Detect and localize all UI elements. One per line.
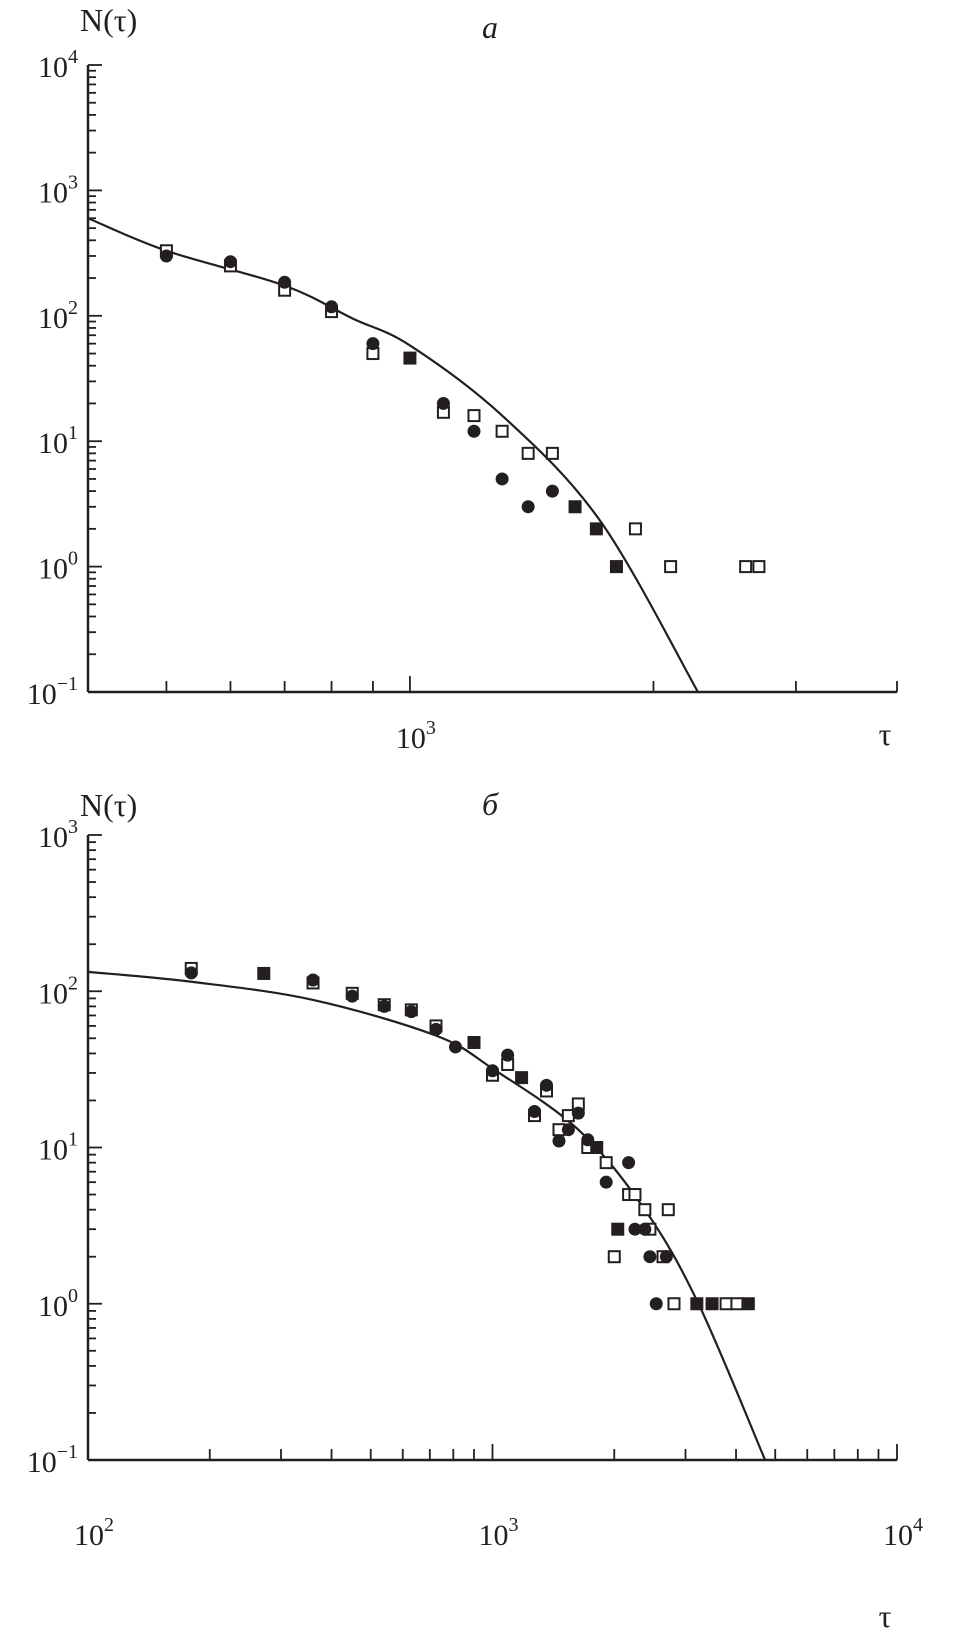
- panel-b: 103 102 101 100 10−1 102 103 104 τ б: [27, 786, 923, 1634]
- data-point-open-square: [545, 446, 559, 460]
- data-point-filled-square: [609, 560, 623, 574]
- data-point-filled-circle: [377, 999, 391, 1013]
- data-point-filled-circle: [495, 472, 509, 486]
- data-point-filled-circle: [159, 249, 173, 263]
- x-tick-label: 104: [883, 1514, 923, 1552]
- data-point-open-square: [521, 446, 535, 460]
- y-tick-label: 100: [38, 1285, 78, 1323]
- data-point-open-square: [664, 560, 678, 574]
- y-axis-label-panel-a: N(τ): [80, 2, 138, 38]
- data-point-filled-square: [515, 1071, 529, 1085]
- data-point-filled-circle: [404, 1005, 418, 1019]
- data-point-open-square: [628, 1188, 642, 1202]
- data-point-filled-circle: [436, 396, 450, 410]
- x-tick-label: 102: [74, 1514, 114, 1552]
- data-point-filled-circle: [306, 973, 320, 987]
- data-point-filled-square: [611, 1222, 625, 1236]
- y-tick-label: 102: [38, 972, 78, 1010]
- data-point-filled-square: [705, 1297, 719, 1311]
- data-point-open-square: [628, 522, 642, 536]
- data-point-filled-circle: [571, 1106, 585, 1120]
- data-point-filled-square: [467, 1035, 481, 1049]
- data-point-filled-circle: [223, 255, 237, 269]
- data-point-filled-circle: [643, 1250, 657, 1264]
- data-point-open-square: [661, 1203, 675, 1217]
- data-point-filled-circle: [649, 1297, 663, 1311]
- data-point-filled-circle: [659, 1250, 673, 1264]
- panel-label: a: [482, 9, 498, 45]
- data-point-filled-circle: [521, 500, 535, 514]
- data-point-filled-circle: [545, 484, 559, 498]
- data-point-open-square: [607, 1250, 621, 1264]
- data-point-open-square: [467, 409, 481, 423]
- data-point-open-square: [599, 1156, 613, 1170]
- x-tick-label: 103: [479, 1514, 519, 1552]
- data-point-filled-square: [568, 500, 582, 514]
- y-tick-label: 103: [38, 171, 78, 209]
- data-point-open-square: [719, 1297, 733, 1311]
- panel-label: б: [482, 786, 499, 822]
- data-point-filled-circle: [448, 1040, 462, 1054]
- data-point-open-square: [730, 1297, 744, 1311]
- data-point-open-square: [667, 1297, 681, 1311]
- data-point-filled-circle: [561, 1123, 575, 1137]
- x-tick-label: 103: [396, 717, 436, 755]
- y-tick-label: 104: [38, 46, 78, 84]
- y-tick-label: 10−1: [27, 1441, 78, 1479]
- data-point-filled-circle: [467, 424, 481, 438]
- data-point-filled-circle: [628, 1222, 642, 1236]
- data-point-filled-circle: [184, 966, 198, 980]
- data-point-filled-circle: [638, 1222, 652, 1236]
- data-point-open-square: [739, 560, 753, 574]
- data-point-filled-square: [690, 1297, 704, 1311]
- data-point-open-square: [752, 560, 766, 574]
- y-axis-label-panel-b: N(τ): [80, 787, 138, 823]
- data-point-filled-circle: [345, 989, 359, 1003]
- data-point-filled-circle: [540, 1078, 554, 1092]
- data-point-open-square: [638, 1203, 652, 1217]
- data-point-filled-square: [590, 1141, 604, 1154]
- data-point-filled-square: [403, 351, 417, 365]
- data-point-filled-circle: [325, 300, 339, 314]
- data-point-filled-circle: [622, 1156, 636, 1170]
- data-point-open-square: [495, 424, 509, 438]
- y-tick-label: 10−1: [27, 673, 78, 711]
- data-point-filled-circle: [527, 1104, 541, 1118]
- data-point-filled-circle: [599, 1175, 613, 1189]
- data-point-filled-circle: [366, 337, 380, 351]
- y-tick-label: 101: [38, 1129, 78, 1167]
- x-axis-label: τ: [879, 716, 892, 752]
- data-point-filled-square: [257, 966, 271, 980]
- y-tick-label: 103: [38, 816, 78, 854]
- x-axis-label: τ: [879, 1598, 892, 1634]
- data-point-filled-circle: [429, 1022, 443, 1036]
- data-point-filled-circle: [486, 1064, 499, 1078]
- data-point-filled-square: [741, 1297, 755, 1311]
- panel-a: 104 103 102 101 100 10−1 103 τ a: [27, 9, 898, 755]
- fit-curve: [88, 217, 699, 692]
- data-point-filled-circle: [552, 1134, 566, 1148]
- y-tick-label: 102: [38, 297, 78, 335]
- data-point-filled-square: [589, 522, 603, 536]
- y-tick-label: 101: [38, 422, 78, 460]
- data-point-filled-circle: [501, 1048, 515, 1062]
- y-tick-label: 100: [38, 548, 78, 586]
- data-point-filled-circle: [278, 275, 292, 289]
